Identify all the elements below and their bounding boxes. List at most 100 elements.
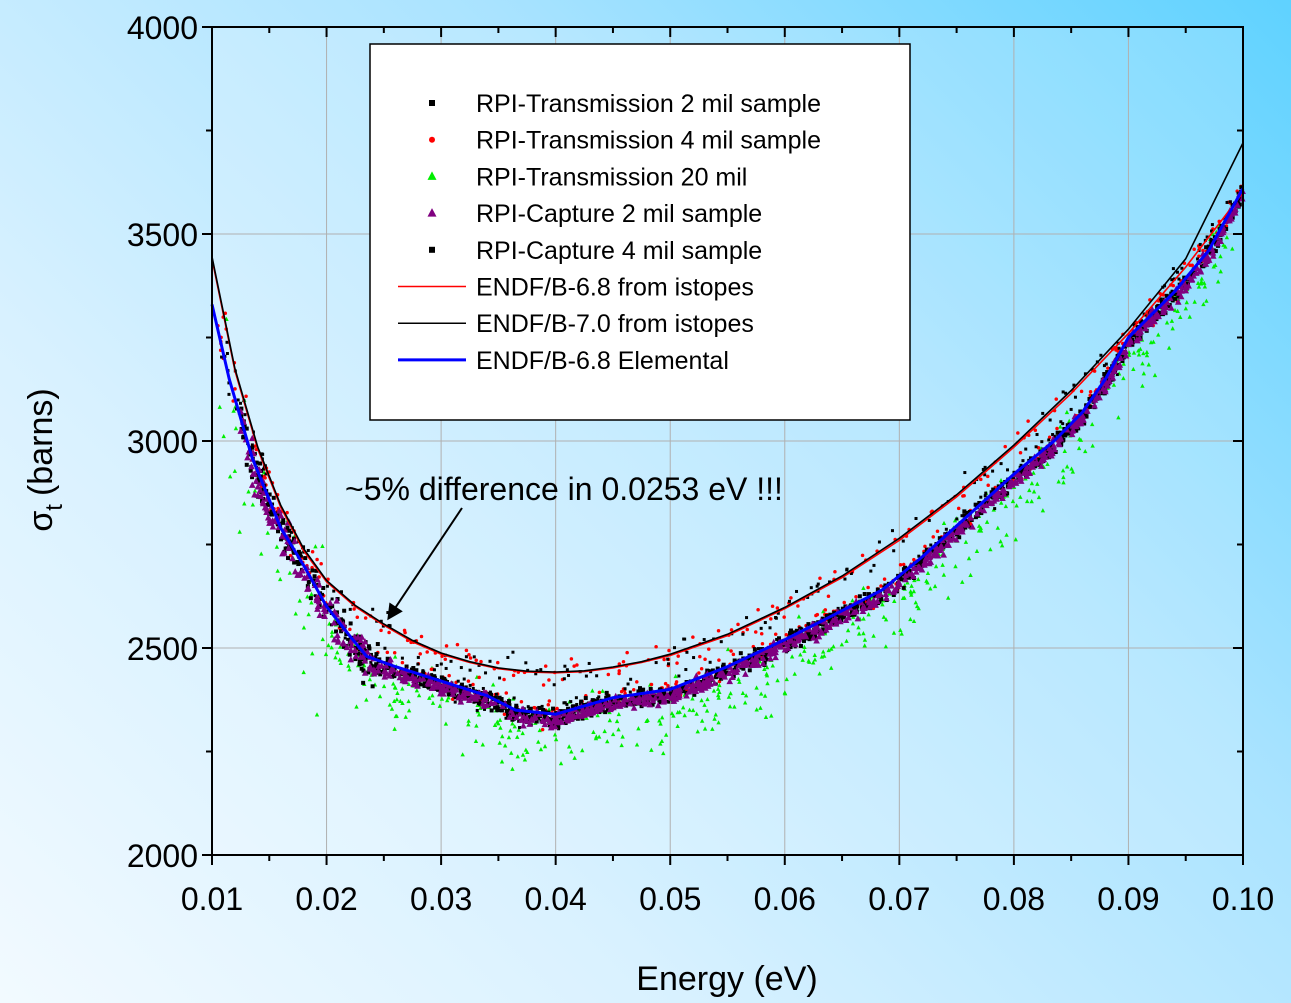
scatter-point-capture-2mil: [890, 588, 897, 595]
scatter-point-trans-20mil: [387, 702, 393, 707]
scatter-point-trans-4mil: [425, 650, 429, 654]
scatter-point-capture-4mil: [1088, 404, 1093, 409]
scatter-point-capture-2mil: [688, 683, 696, 690]
scatter-point-trans-20mil: [675, 723, 680, 729]
scatter-point-trans-4mil: [541, 683, 546, 687]
scatter-point-trans-20mil: [520, 730, 525, 736]
scatter-point-capture-4mil: [1206, 244, 1211, 249]
x-tick-label: 0.09: [1097, 881, 1159, 917]
scatter-point-capture-4mil: [973, 515, 978, 520]
scatter-point-capture-4mil: [347, 652, 352, 657]
scatter-point-capture-2mil: [1001, 487, 1008, 494]
scatter-point-capture-4mil: [385, 656, 390, 661]
scatter-point-capture-2mil: [401, 668, 408, 676]
scatter-point-trans-20mil: [924, 578, 929, 583]
legend-label: ENDF/B-6.8 Elemental: [476, 347, 729, 375]
scatter-point-trans-4mil: [547, 678, 551, 682]
scatter-point-capture-2mil: [759, 659, 767, 667]
scatter-point-trans-20mil: [1136, 348, 1141, 353]
scatter-point-capture-2mil: [316, 611, 324, 618]
scatter-point-capture-2mil: [822, 626, 830, 633]
scatter-point-trans-2mil: [449, 659, 453, 663]
scatter-point-trans-20mil: [649, 747, 654, 752]
scatter-point-trans-2mil: [504, 716, 508, 720]
scatter-point-capture-2mil: [483, 701, 490, 708]
scatter-point-trans-4mil: [1003, 444, 1007, 449]
scatter-point-trans-20mil: [736, 676, 741, 682]
scatter-point-capture-2mil: [403, 675, 411, 682]
scatter-point-trans-4mil: [866, 585, 870, 590]
scatter-point-trans-20mil: [233, 426, 239, 431]
scatter-point-capture-2mil: [726, 677, 734, 685]
scatter-point-capture-2mil: [584, 704, 591, 712]
scatter-point-trans-20mil: [354, 704, 359, 709]
scatter-point-capture-4mil: [991, 487, 996, 492]
scatter-point-trans-2mil: [332, 589, 336, 593]
scatter-point-trans-4mil: [352, 607, 356, 611]
scatter-point-capture-2mil: [649, 697, 657, 704]
scatter-point-trans-20mil: [763, 714, 769, 720]
scatter-point-trans-2mil: [1228, 200, 1232, 204]
scatter-point-trans-20mil: [367, 677, 373, 682]
scatter-point-trans-20mil: [403, 714, 408, 719]
scatter-point-trans-2mil: [238, 401, 242, 405]
scatter-point-trans-20mil: [966, 556, 972, 561]
scatter-point-capture-2mil: [656, 689, 664, 696]
scatter-point-trans-20mil: [1218, 269, 1223, 274]
scatter-point-trans-2mil: [979, 495, 983, 499]
scatter-point-capture-4mil: [879, 597, 884, 602]
scatter-point-capture-4mil: [258, 461, 263, 466]
scatter-point-capture-2mil: [705, 678, 713, 685]
y-tick-label: 4000: [127, 10, 198, 46]
scatter-point-capture-2mil: [1209, 249, 1217, 256]
scatter-point-trans-20mil: [320, 543, 325, 548]
scatter-point-trans-4mil: [773, 632, 778, 637]
scatter-point-trans-20mil: [769, 713, 774, 718]
scatter-point-trans-2mil: [1097, 392, 1101, 396]
scatter-point-capture-4mil: [877, 599, 882, 604]
scatter-point-trans-20mil: [614, 718, 620, 724]
scatter-point-capture-2mil: [1038, 462, 1045, 469]
scatter-point-trans-20mil: [542, 744, 548, 749]
scatter-point-capture-2mil: [548, 721, 556, 729]
scatter-point-trans-2mil: [683, 637, 687, 641]
scatter-point-capture-4mil: [409, 667, 414, 672]
scatter-point-capture-4mil: [353, 657, 358, 662]
scatter-point-capture-2mil: [916, 564, 924, 571]
scatter-point-capture-4mil: [354, 645, 359, 650]
scatter-point-capture-2mil: [660, 698, 667, 705]
scatter-point-trans-20mil: [242, 501, 247, 506]
scatter-point-capture-2mil: [256, 486, 264, 493]
scatter-point-trans-2mil: [243, 413, 247, 417]
scatter-point-trans-20mil: [1152, 372, 1158, 378]
scatter-point-capture-2mil: [703, 682, 711, 689]
scatter-point-capture-4mil: [536, 716, 541, 721]
scatter-point-capture-2mil: [565, 712, 573, 719]
scatter-point-trans-20mil: [792, 671, 797, 676]
scatter-point-capture-4mil: [493, 705, 498, 710]
scatter-point-trans-2mil: [685, 650, 689, 654]
scatter-point-trans-4mil: [753, 630, 758, 634]
scatter-point-capture-2mil: [375, 662, 383, 669]
scatter-point-capture-4mil: [763, 654, 768, 659]
legend-marker: [429, 100, 435, 106]
scatter-point-trans-2mil: [379, 619, 383, 623]
scatter-point-trans-2mil: [563, 701, 567, 705]
scatter-point-trans-20mil: [728, 690, 733, 696]
scatter-point-capture-4mil: [422, 683, 427, 688]
scatter-point-capture-4mil: [1099, 385, 1104, 390]
scatter-point-capture-4mil: [361, 668, 366, 673]
scatter-point-capture-4mil: [432, 674, 437, 679]
scatter-point-capture-4mil: [1182, 275, 1187, 280]
scatter-point-trans-20mil: [1141, 371, 1147, 376]
scatter-point-trans-4mil: [617, 671, 621, 676]
scatter-point-capture-2mil: [1225, 215, 1233, 223]
scatter-point-capture-2mil: [1182, 283, 1189, 291]
scatter-point-trans-20mil: [699, 698, 704, 703]
scatter-point-trans-20mil: [829, 665, 834, 670]
scatter-point-trans-2mil: [435, 663, 439, 667]
scatter-point-capture-4mil: [534, 713, 539, 718]
scatter-point-trans-20mil: [1014, 503, 1019, 508]
scatter-point-trans-4mil: [1055, 426, 1059, 431]
scatter-point-capture-4mil: [357, 659, 362, 664]
